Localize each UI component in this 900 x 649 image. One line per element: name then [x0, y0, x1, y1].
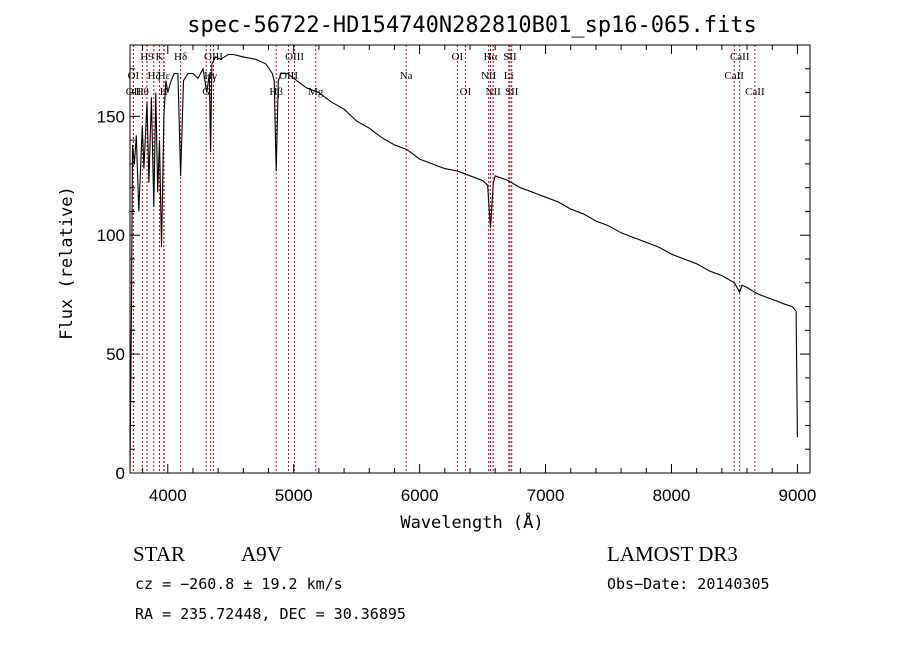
line-label: OI — [460, 86, 472, 98]
observation-date: Obs−Date: 20140305 — [607, 575, 770, 593]
x-tick-label: 9000 — [778, 486, 816, 505]
x-tick-label: 6000 — [401, 486, 439, 505]
line-label: CaII — [730, 51, 750, 63]
line-label: Hα — [484, 51, 498, 63]
object-type: STAR — [133, 542, 185, 566]
line-label: OI — [452, 51, 464, 63]
line-label: Hβ — [269, 86, 283, 98]
line-label: SII — [503, 51, 517, 63]
line-label: NII — [481, 70, 497, 82]
line-label: OIII — [285, 51, 304, 63]
y-tick-label: 150 — [97, 107, 125, 126]
chart-title: spec-56722-HD154740N282810B01_sp16-065.f… — [187, 13, 757, 38]
line-label: K — [155, 51, 163, 63]
y-tick-label: 100 — [97, 226, 125, 245]
line-label: H — [160, 86, 168, 98]
line-label: Na — [400, 70, 413, 82]
x-axis-label: Wavelength (Å) — [400, 511, 543, 533]
line-label: OI — [128, 70, 140, 82]
redshift-velocity: cz = −260.8 ± 19.2 km/s — [135, 575, 343, 593]
spectrum-series — [129, 53, 798, 469]
line-label: NII — [486, 86, 502, 98]
line-label: Hζ — [148, 70, 161, 82]
plot-frame — [129, 44, 811, 474]
x-tick-label: 4000 — [149, 486, 187, 505]
line-label: Hθ — [136, 86, 149, 98]
line-label: Hε — [158, 70, 171, 82]
x-tick-label: 8000 — [653, 486, 691, 505]
spectral-line-markers — [132, 45, 756, 473]
line-label: CaII — [724, 70, 744, 82]
line-label: CaII — [745, 86, 765, 98]
x-tick-label: 5000 — [275, 486, 313, 505]
line-label: SII — [505, 86, 519, 98]
line-label: Hδ — [174, 51, 187, 63]
line-label: OIII — [204, 51, 223, 63]
line-label: H9 — [140, 51, 154, 63]
line-label: Li — [504, 70, 514, 82]
line-label: Hγ — [204, 70, 217, 82]
y-tick-label: 50 — [106, 345, 125, 364]
sky-coordinates: RA = 235.72448, DEC = 30.36895 — [135, 605, 406, 623]
survey-release: LAMOST DR3 — [607, 542, 738, 566]
y-tick-label: 0 — [116, 464, 125, 483]
y-axis-label: Flux (relative) — [57, 186, 77, 340]
axis-ticks: 4000 5000 6000 7000 8000 9000 0 50 100 150 — [97, 45, 816, 505]
spectral-subclass: A9V — [241, 542, 282, 566]
x-tick-label: 7000 — [527, 486, 565, 505]
